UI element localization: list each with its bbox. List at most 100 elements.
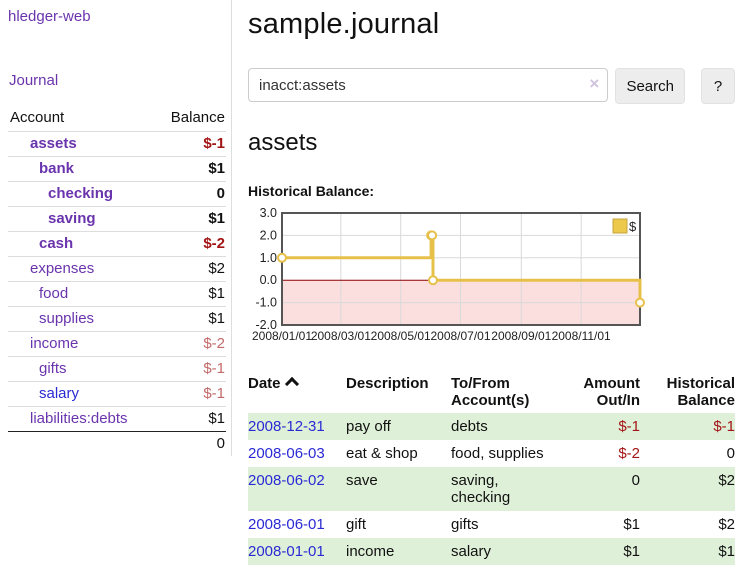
account-balance: $-1: [155, 356, 226, 382]
transaction-date-link[interactable]: 2008-06-03: [248, 445, 325, 462]
main-content: sample.journal × Search ? assets Histori…: [248, 0, 735, 565]
sidebar-account-link[interactable]: income: [30, 335, 79, 352]
account-row: liabilities:debts $1: [8, 406, 226, 432]
accounts-header-balance: Balance: [155, 106, 226, 132]
account-balance: $-1: [203, 135, 225, 152]
transaction-description: income: [346, 543, 395, 560]
register-row: 2008-06-03 eat & shop food, supplies $-2 0: [248, 440, 735, 467]
account-row: food $1: [8, 281, 226, 307]
transaction-balance: 0: [726, 445, 735, 462]
transaction-amount: $-2: [618, 445, 640, 462]
transaction-date-link[interactable]: 2008-06-02: [248, 472, 325, 489]
sidebar-account-link[interactable]: saving: [48, 210, 96, 227]
x-tick-label: 2008/03/01: [311, 329, 371, 343]
accounts-table: Account Balance assets $-1 bank $1 checking 0…: [8, 106, 226, 456]
account-row: gifts $-1: [8, 356, 226, 382]
account-balance: $-2: [155, 331, 226, 357]
search-button[interactable]: Search: [615, 68, 686, 104]
search-bar: × Search ?: [248, 68, 735, 104]
y-tick-label: 0.0: [260, 273, 277, 287]
register-row: 2008-06-02 save saving, checking 0 $2: [248, 467, 735, 511]
sidebar-account-link[interactable]: salary: [39, 385, 80, 402]
transaction-accounts: saving, checking: [451, 472, 511, 506]
register-header-row: Date Description To/From Account(s) Amou…: [248, 371, 735, 413]
transaction-date-link[interactable]: 2008-12-31: [248, 418, 325, 435]
sidebar-item-journal[interactable]: Journal: [9, 72, 59, 89]
accounts-header-row: Account Balance: [8, 106, 226, 132]
x-tick-label: 2008/01/01: [252, 329, 312, 343]
x-tick-label: 2008/07/01: [430, 329, 490, 343]
account-balance: $1: [155, 406, 226, 432]
account-row: expenses $2: [8, 256, 226, 282]
transaction-date-link[interactable]: 2008-06-01: [248, 516, 325, 533]
sidebar-account-link[interactable]: supplies: [39, 310, 95, 327]
legend-swatch: [612, 218, 628, 234]
transaction-description: eat & shop: [346, 445, 418, 462]
account-row: income $-2: [8, 331, 226, 357]
register-header-amount: Amount Out/In: [583, 375, 640, 409]
transaction-amount: $1: [623, 543, 640, 560]
account-heading: assets: [248, 129, 318, 156]
register-header-balance: Historical Balance: [666, 375, 735, 409]
transaction-amount: 0: [631, 472, 640, 489]
sidebar: hledger-web Journal Account Balance asse…: [0, 0, 232, 456]
account-row: supplies $1: [8, 306, 226, 332]
account-balance: $-2: [155, 231, 226, 257]
sidebar-account-link[interactable]: gifts: [39, 360, 67, 377]
transaction-description: pay off: [346, 418, 391, 435]
account-balance: $1: [155, 306, 226, 332]
y-tick-label: 2.0: [260, 228, 277, 242]
chart-svg: $3.0 2.0 1.0 0.0 -1.0 -2.02008/01/012008/03/0…: [252, 206, 645, 343]
transaction-balance: $1: [718, 543, 735, 560]
transaction-date-link[interactable]: 2008-01-01: [248, 543, 325, 560]
sidebar-account-link[interactable]: checking: [48, 185, 114, 202]
x-tick-label: 2008/11/01: [552, 329, 611, 343]
account-balance: $1: [155, 156, 226, 182]
x-tick-label: 2008/05/01: [371, 329, 431, 343]
app-title-link[interactable]: hledger-web: [8, 8, 91, 25]
account-row: cash $-2: [8, 231, 226, 257]
chart-title: Historical Balance:: [248, 183, 375, 199]
help-button[interactable]: ?: [701, 68, 735, 104]
sort-ascending-icon: [284, 376, 299, 392]
register-table: Date Description To/From Account(s) Amou…: [248, 371, 735, 565]
transaction-balance: $2: [718, 472, 735, 489]
account-row: checking 0: [8, 181, 226, 207]
search-input[interactable]: [248, 68, 609, 102]
sidebar-account-link[interactable]: liabilities:debts: [30, 410, 128, 427]
clear-search-icon[interactable]: ×: [589, 74, 600, 93]
register-row: 2008-12-31 pay off debts $-1 $-1: [248, 413, 735, 440]
y-tick-label: 3.0: [260, 206, 277, 220]
account-balance: $2: [155, 256, 226, 282]
register-row: 2008-01-01 income salary $1 $1: [248, 538, 735, 565]
transaction-accounts: food, supplies: [451, 445, 544, 462]
account-row: assets $-1: [8, 132, 226, 157]
transaction-balance: $-1: [713, 418, 735, 435]
register-row: 2008-06-01 gift gifts $1 $2: [248, 511, 735, 538]
y-tick-label: 1.0: [260, 251, 277, 265]
account-balance: $-1: [155, 381, 226, 407]
page-title: sample.journal: [248, 8, 440, 40]
sidebar-account-link[interactable]: bank: [39, 160, 75, 177]
register-header-tofrom: To/From Account(s): [451, 375, 530, 409]
register-header-description: Description: [346, 375, 429, 392]
sidebar-account-link[interactable]: assets: [30, 135, 77, 152]
accounts-total-row: 0: [8, 431, 226, 456]
legend-label: $: [629, 219, 637, 234]
accounts-total-balance: 0: [155, 431, 226, 456]
transaction-accounts: debts: [451, 418, 488, 435]
transaction-amount: $1: [623, 516, 640, 533]
y-tick-label: -1.0: [255, 296, 277, 310]
sidebar-account-link[interactable]: expenses: [30, 260, 95, 277]
sidebar-account-link[interactable]: food: [39, 285, 69, 302]
sidebar-account-link[interactable]: cash: [39, 235, 74, 252]
account-row: salary $-1: [8, 381, 226, 407]
search-input-wrap: ×: [248, 68, 609, 102]
transaction-accounts: salary: [451, 543, 492, 560]
account-row: bank $1: [8, 156, 226, 182]
transaction-description: save: [346, 472, 378, 489]
account-row: saving $1: [8, 206, 226, 232]
accounts-header-account: Account: [8, 106, 156, 132]
register-header-date[interactable]: Date: [248, 371, 346, 413]
account-balance: $1: [155, 281, 226, 307]
